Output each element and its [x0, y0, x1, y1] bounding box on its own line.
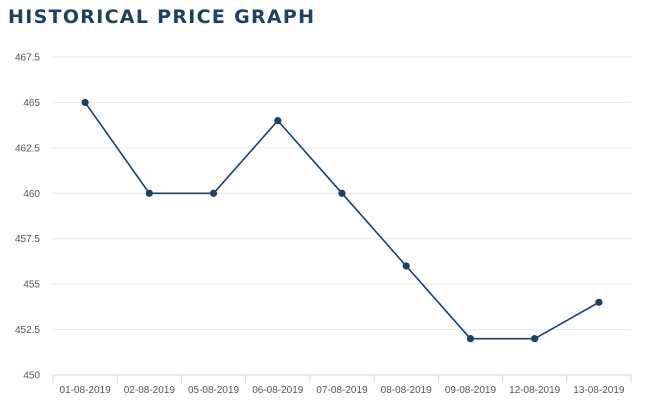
x-tick-label: 06-08-2019 — [252, 385, 304, 396]
x-tick-label: 08-08-2019 — [381, 385, 433, 396]
data-point — [595, 298, 603, 306]
y-tick-label: 462.5 — [15, 143, 40, 154]
x-tick-label: 09-08-2019 — [445, 385, 497, 396]
x-tick-label: 01-08-2019 — [60, 385, 112, 396]
x-tick-label: 05-08-2019 — [188, 385, 240, 396]
x-tick-label: 02-08-2019 — [124, 385, 176, 396]
data-point — [209, 189, 218, 197]
data-point — [466, 335, 475, 343]
y-tick-label: 460 — [23, 189, 40, 200]
y-tick-label: 457.5 — [15, 234, 40, 245]
data-point — [338, 189, 346, 197]
series-line — [84, 101, 600, 340]
page-title: HISTORICAL PRICE GRAPH — [8, 6, 316, 28]
x-tick-label: 12-08-2019 — [509, 385, 561, 396]
data-point — [81, 98, 89, 107]
x-axis — [52, 374, 632, 383]
data-point — [402, 262, 410, 270]
x-tick-label: 07-08-2019 — [316, 385, 368, 396]
data-point — [145, 189, 153, 197]
price-series — [81, 98, 603, 343]
y-tick-label: 467.5 — [15, 53, 40, 64]
y-tick-label: 452.5 — [15, 325, 40, 336]
data-point — [274, 117, 282, 125]
y-axis-ticks: 450 452.5 455 457.5 460 462.5 465 467.5 — [15, 53, 40, 382]
data-point — [531, 335, 539, 343]
x-tick-label: 13-08-2019 — [573, 385, 625, 396]
y-tick-label: 465 — [23, 98, 40, 109]
y-tick-label: 450 — [23, 371, 40, 382]
y-tick-label: 455 — [23, 280, 40, 291]
x-axis-ticks: 01-08-2019 02-08-2019 05-08-2019 06-08-2019… — [60, 385, 625, 396]
